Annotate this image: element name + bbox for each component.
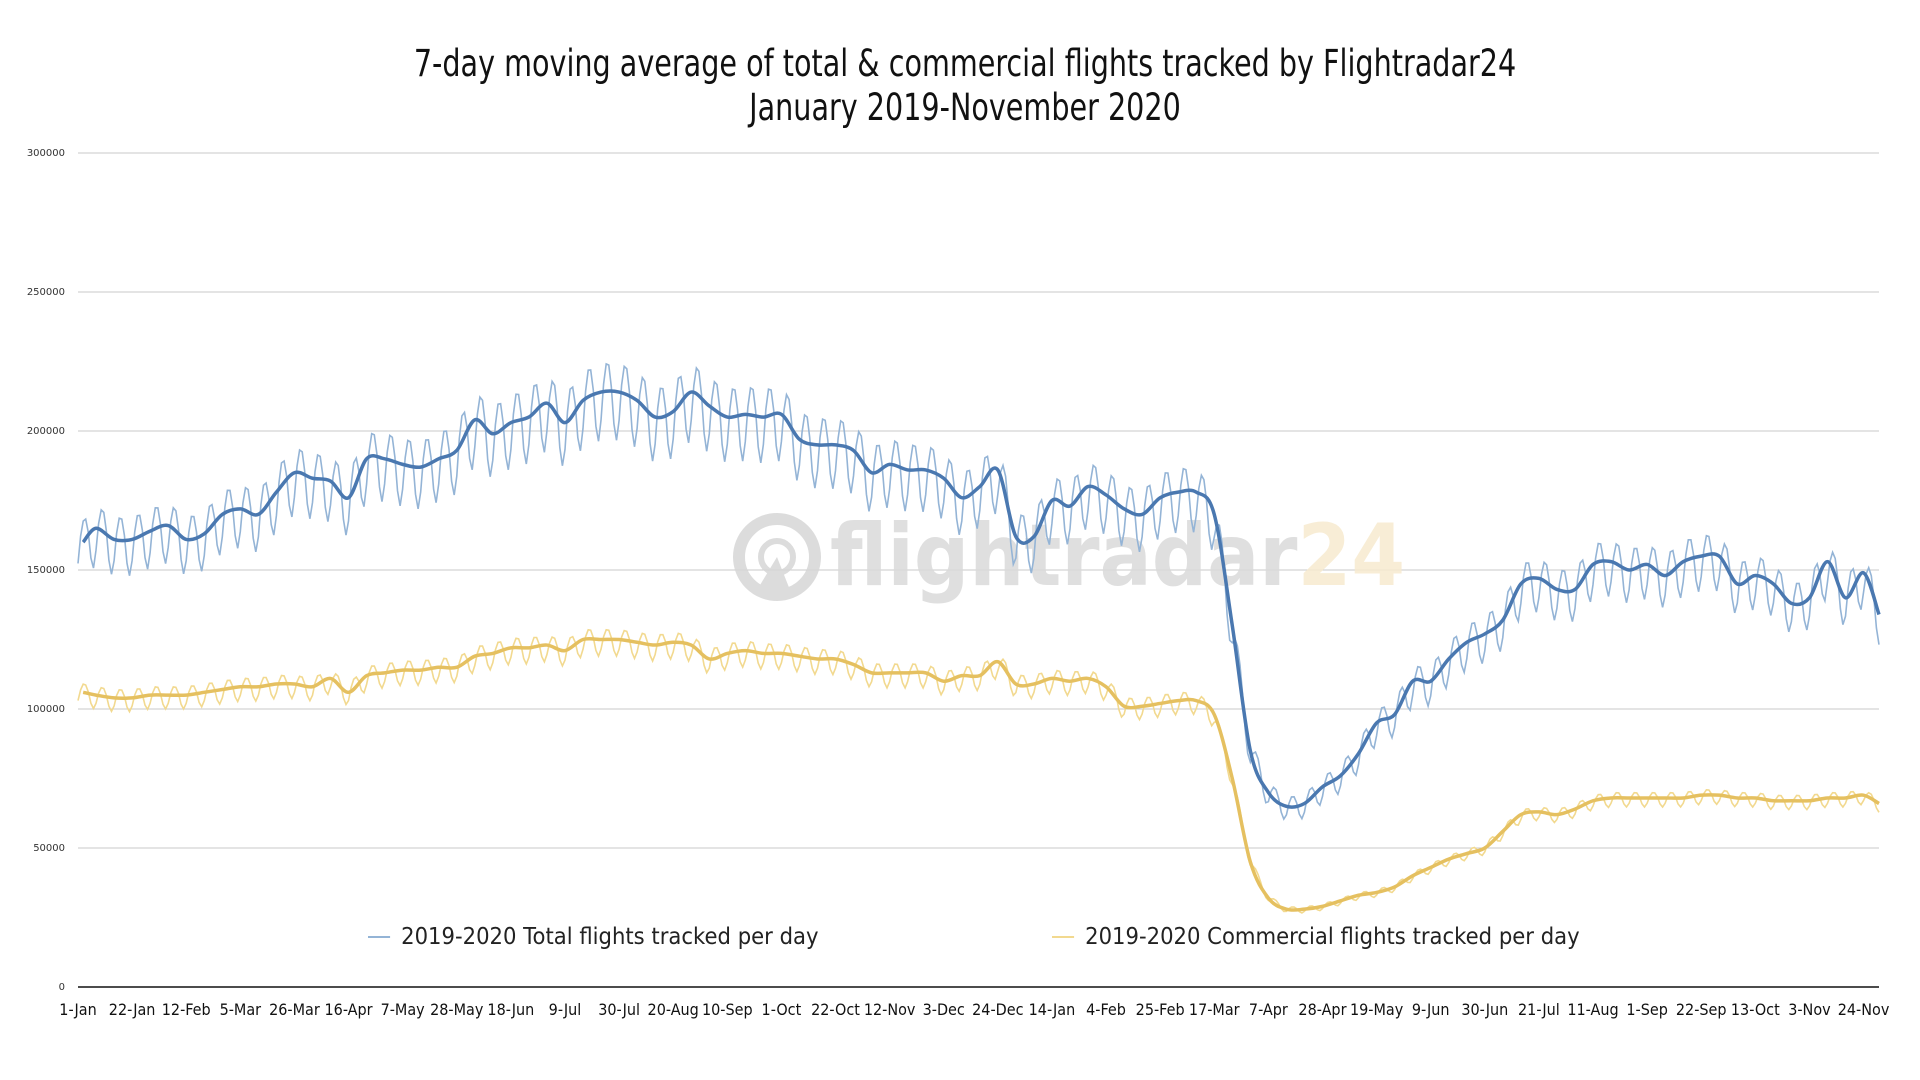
x-tick-label: 19-May	[1350, 1000, 1404, 1019]
x-tick-label: 18-Jun	[487, 1000, 534, 1019]
y-tick-label: 200000	[27, 426, 65, 437]
x-tick-label: 22-Sep	[1676, 1000, 1727, 1019]
legend-item-total: 2019-2020 Total flights tracked per day	[368, 924, 818, 950]
x-tick-label: 16-Apr	[325, 1000, 373, 1019]
y-tick-label: 100000	[27, 704, 65, 715]
x-tick-label: 20-Aug	[648, 1000, 699, 1019]
x-tick-label: 17-Mar	[1189, 1000, 1240, 1019]
x-tick-label: 3-Nov	[1788, 1000, 1831, 1019]
x-tick-label: 28-May	[430, 1000, 484, 1019]
x-tick-label: 11-Aug	[1567, 1000, 1618, 1019]
y-tick-label: 0	[59, 982, 65, 993]
moving-average-line-commercial	[82, 636, 1880, 912]
legend-label-total: 2019-2020 Total flights tracked per day	[401, 924, 819, 950]
x-tick-label: 1-Sep	[1626, 1000, 1668, 1019]
x-tick-label: 9-Jul	[549, 1000, 582, 1019]
y-tick-label: 150000	[27, 565, 65, 576]
x-tick-label: 30-Jul	[598, 1000, 640, 1019]
x-tick-label: 26-Mar	[269, 1000, 320, 1019]
x-tick-label: 22-Jan	[109, 1000, 156, 1019]
x-tick-label: 3-Dec	[923, 1000, 965, 1019]
x-tick-label: 21-Jul	[1518, 1000, 1560, 1019]
legend-item-commercial: 2019-2020 Commercial flights tracked per…	[1052, 924, 1580, 950]
moving-average-line-total	[81, 389, 1881, 809]
y-tick-label: 300000	[27, 148, 65, 159]
chart-subtitle: January 2019-November 2020	[749, 86, 1181, 129]
x-tick-label: 10-Sep	[702, 1000, 753, 1019]
x-tick-label: 24-Nov	[1838, 1000, 1890, 1019]
x-tick-label: 7-Apr	[1249, 1000, 1288, 1019]
x-tick-label: 1-Oct	[762, 1000, 802, 1019]
x-tick-label: 25-Feb	[1136, 1000, 1185, 1019]
x-tick-label: 22-Oct	[811, 1000, 860, 1019]
legend-swatch-commercial	[1052, 936, 1075, 938]
y-tick-label: 50000	[33, 843, 65, 854]
x-tick-label: 9-Jun	[1412, 1000, 1450, 1019]
flightradar24-watermark: flightradar24	[733, 506, 1405, 606]
x-tick-label: 24-Dec	[972, 1000, 1023, 1019]
chart-title: 7-day moving average of total & commerci…	[413, 42, 1517, 85]
x-tick-label: 14-Jan	[1029, 1000, 1076, 1019]
x-tick-label: 1-Jan	[59, 1000, 96, 1019]
y-tick-label: 250000	[27, 287, 65, 298]
x-tick-label: 5-Mar	[220, 1000, 262, 1019]
x-tick-label: 12-Feb	[162, 1000, 211, 1019]
x-tick-label: 4-Feb	[1086, 1000, 1126, 1019]
x-tick-label: 12-Nov	[864, 1000, 916, 1019]
radar-logo-icon	[733, 513, 821, 601]
legend-swatch-total	[368, 936, 391, 938]
x-tick-label: 28-Apr	[1298, 1000, 1346, 1019]
x-tick-label: 30-Jun	[1461, 1000, 1508, 1019]
legend-label-commercial: 2019-2020 Commercial flights tracked per…	[1085, 924, 1580, 950]
daily-line-commercial	[77, 628, 1880, 914]
x-tick-label: 13-Oct	[1731, 1000, 1780, 1019]
daily-line-total	[77, 362, 1880, 821]
x-tick-label: 7-May	[381, 1000, 426, 1019]
